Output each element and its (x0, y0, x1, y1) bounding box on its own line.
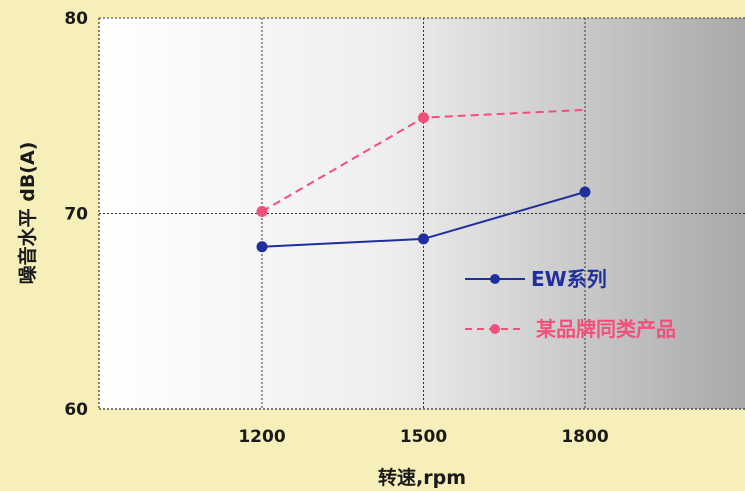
y-tick-label: 60 (64, 400, 88, 420)
legend-marker-other (490, 324, 500, 334)
plot-area (99, 18, 745, 409)
x-tick-label: 1500 (400, 427, 447, 447)
data-point (256, 206, 268, 218)
data-point (418, 112, 429, 124)
y-axis-title: 噪音水平 dB(A) (16, 142, 39, 285)
y-tick-label: 80 (64, 9, 88, 29)
x-axis-title: 转速,rpm (378, 466, 466, 489)
data-point (418, 233, 429, 245)
data-point (579, 186, 591, 198)
legend: EW系列 某品牌同类产品 (465, 267, 676, 341)
x-tick-label: 1200 (238, 427, 285, 447)
legend-marker-ew (490, 274, 500, 284)
grid (99, 17, 745, 409)
legend-label-other: 某品牌同类产品 (536, 317, 676, 341)
y-tick-label: 70 (64, 205, 88, 225)
x-tick-label: 1800 (561, 427, 608, 447)
data-point (256, 241, 268, 253)
legend-label-ew: EW系列 (531, 267, 607, 291)
